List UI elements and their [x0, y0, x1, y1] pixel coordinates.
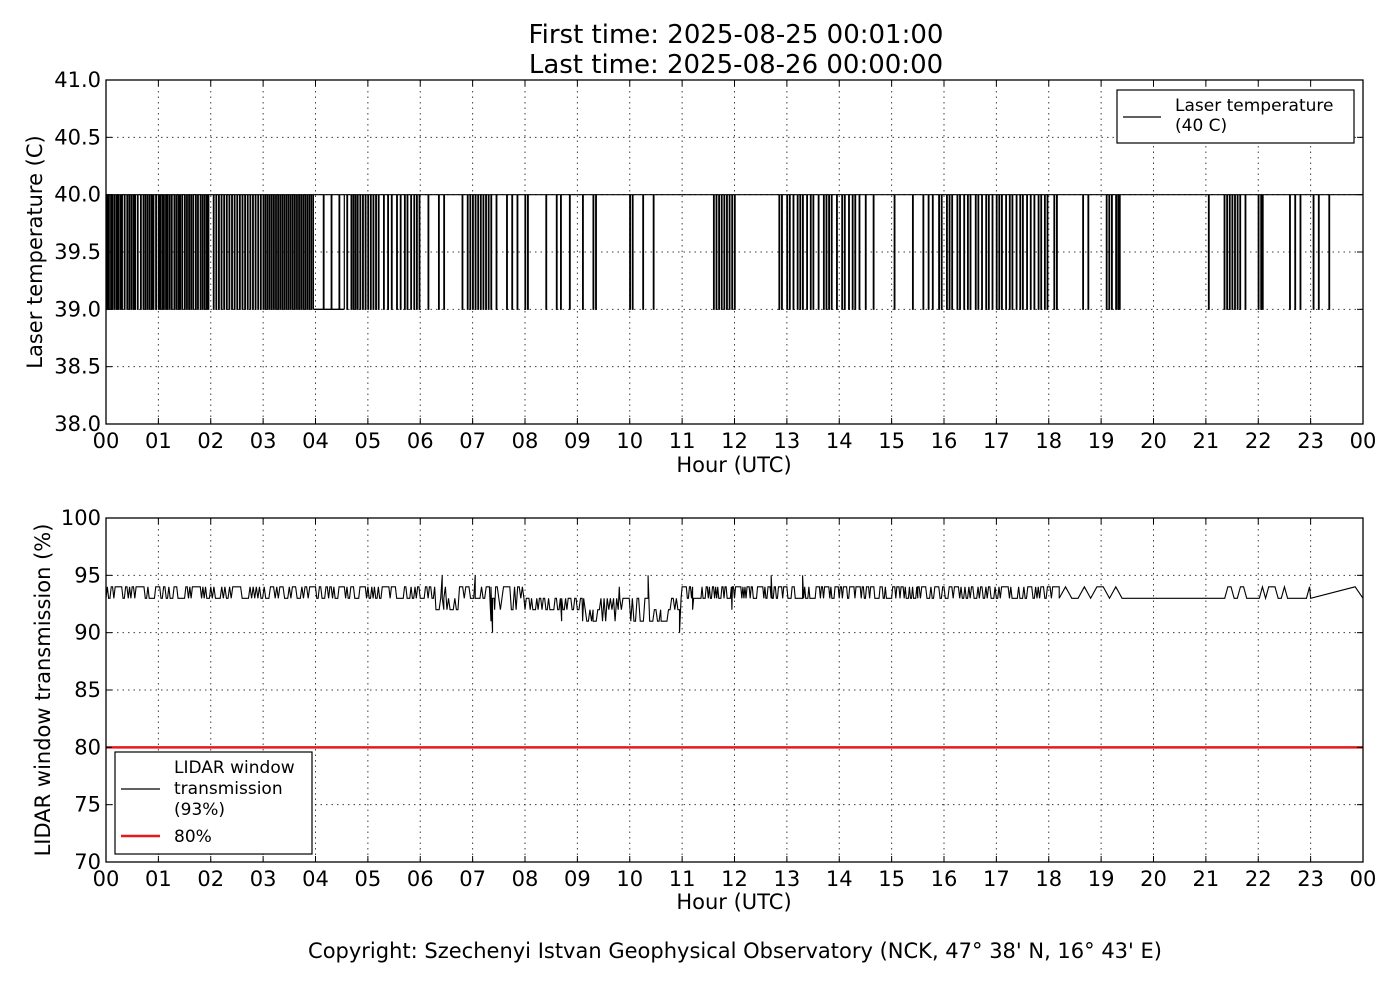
legend-label-line: Laser temperature — [1175, 96, 1333, 116]
laser-temperature-x-tick-label: 10 — [616, 429, 643, 453]
laser-temperature-x-tick-label: 08 — [512, 429, 539, 453]
lidar-transmission-y-tick-label: 90 — [74, 621, 101, 645]
lidar-transmission-y-tick-label: 75 — [74, 793, 101, 817]
laser-temperature-y-tick-label: 41.0 — [54, 68, 101, 92]
lidar-transmission-x-tick-label: 08 — [512, 867, 539, 891]
lidar-transmission-y-tick-label: 85 — [74, 678, 101, 702]
lidar-transmission-x-tick-label: 00 — [93, 867, 120, 891]
laser-temperature-y-tick-label: 40.0 — [54, 183, 101, 207]
lidar-transmission-x-tick-label: 18 — [1035, 867, 1062, 891]
laser-temperature-x-tick-label: 05 — [355, 429, 382, 453]
laser-temperature-x-tick-label: 00 — [1350, 429, 1377, 453]
legend-label-line: (93%) — [174, 800, 225, 820]
lidar-transmission-x-tick-label: 15 — [878, 867, 905, 891]
lidar-transmission-x-tick-label: 17 — [983, 867, 1010, 891]
lidar-transmission-x-tick-label: 05 — [355, 867, 382, 891]
legend-label-line: LIDAR window — [174, 758, 295, 778]
lidar-transmission-x-tick-label: 12 — [721, 867, 748, 891]
laser-temperature-y-tick-label: 39.0 — [54, 297, 101, 321]
laser-temperature-x-tick-label: 19 — [1088, 429, 1115, 453]
laser-temperature-x-tick-label: 22 — [1245, 429, 1272, 453]
laser-temperature-x-tick-label: 01 — [145, 429, 172, 453]
laser-temperature-line — [106, 194, 1363, 310]
lidar-transmission-x-tick-label: 09 — [564, 867, 591, 891]
lidar-transmission-y-tick-label: 95 — [74, 563, 101, 587]
laser-temperature-y-tick-label: 38.0 — [54, 412, 101, 436]
lidar-transmission-x-tick-label: 10 — [616, 867, 643, 891]
lidar-transmission-x-tick-label: 14 — [826, 867, 853, 891]
lidar-transmission-x-tick-label: 01 — [145, 867, 172, 891]
laser-temperature-legend: Laser temperature (40 C) — [1116, 89, 1355, 144]
lidar-transmission-x-tick-label: 20 — [1140, 867, 1167, 891]
laser-temperature-x-tick-label: 11 — [669, 429, 696, 453]
laser-temperature-x-tick-label: 12 — [721, 429, 748, 453]
legend-label-line: (40 C) — [1175, 116, 1227, 136]
copyright-footer: Copyright: Szechenyi Istvan Geophysical … — [308, 939, 1162, 963]
lidar-transmission-x-tick-label: 04 — [302, 867, 329, 891]
lidar-transmission-x-tick-label: 16 — [931, 867, 958, 891]
lidar-transmission-x-tick-label: 00 — [1350, 867, 1377, 891]
laser-temperature-x-axis-label: Hour (UTC) — [676, 453, 791, 477]
lidar-transmission-x-tick-label: 11 — [669, 867, 696, 891]
lidar-transmission-legend: LIDAR window transmission (93%) 80% — [114, 751, 313, 855]
lidar-transmission-x-tick-label: 21 — [1193, 867, 1220, 891]
laser-temperature-y-tick-label: 38.5 — [54, 355, 101, 379]
lidar-transmission-y-tick-label: 100 — [61, 506, 101, 530]
laser-temperature-y-axis-label: Laser temperature (C) — [23, 135, 47, 368]
laser-temperature-series — [106, 194, 1363, 310]
lidar-transmission-x-tick-label: 22 — [1245, 867, 1272, 891]
laser-temperature-legend-label: Laser temperature (40 C) — [1175, 96, 1333, 136]
lidar-transmission-x-tick-label: 23 — [1297, 867, 1324, 891]
laser-temperature-x-tick-label: 06 — [407, 429, 434, 453]
laser-temperature-ticks: 00 01 02 03 04 05 06 07 08 09 10 11 12 13 14 15 16 17 18 19… — [54, 68, 1376, 453]
legend-label-line: transmission — [174, 779, 283, 799]
laser-temperature-x-tick-label: 18 — [1035, 429, 1062, 453]
lidar-transmission-y-tick-label: 70 — [74, 850, 101, 874]
laser-temperature-x-tick-label: 14 — [826, 429, 853, 453]
lidar-transmission-panel: 00 01 02 03 04 05 06 07 08 09 10 11 12 13 14 15 16 17 18 19… — [31, 506, 1376, 914]
laser-temperature-x-tick-label: 21 — [1193, 429, 1220, 453]
laser-temperature-x-tick-label: 09 — [564, 429, 591, 453]
lidar-transmission-x-axis-label: Hour (UTC) — [676, 890, 791, 914]
laser-temperature-x-tick-label: 07 — [459, 429, 486, 453]
lidar-transmission-x-tick-label: 07 — [459, 867, 486, 891]
lidar-transmission-x-tick-label: 06 — [407, 867, 434, 891]
laser-temperature-x-tick-label: 04 — [302, 429, 329, 453]
lidar-transmission-x-tick-label: 03 — [250, 867, 277, 891]
laser-temperature-x-tick-label: 20 — [1140, 429, 1167, 453]
laser-temperature-x-tick-label: 23 — [1297, 429, 1324, 453]
laser-temperature-y-tick-label: 39.5 — [54, 240, 101, 264]
laser-temperature-x-tick-label: 16 — [931, 429, 958, 453]
lidar-transmission-grid — [106, 518, 1363, 862]
laser-temperature-x-tick-label: 13 — [774, 429, 801, 453]
laser-temperature-x-tick-label: 00 — [93, 429, 120, 453]
laser-temperature-panel: 00 01 02 03 04 05 06 07 08 09 10 11 12 13 14 15 16 17 18 19… — [23, 68, 1376, 477]
laser-temperature-x-tick-label: 03 — [250, 429, 277, 453]
laser-temperature-x-tick-label: 15 — [878, 429, 905, 453]
chart-title-last-time: Last time: 2025-08-26 00:00:00 — [529, 50, 943, 80]
lidar-transmission-y-tick-label: 80 — [74, 735, 101, 759]
laser-temperature-y-tick-label: 40.5 — [54, 125, 101, 149]
lidar-transmission-y-axis-label: LIDAR window transmission (%) — [31, 524, 55, 857]
lidar-transmission-ticks: 00 01 02 03 04 05 06 07 08 09 10 11 12 13 14 15 16 17 18 19… — [61, 506, 1376, 891]
lidar-transmission-x-tick-label: 02 — [197, 867, 224, 891]
chart-title-first-time: First time: 2025-08-25 00:01:00 — [529, 20, 944, 50]
lidar-transmission-series — [105, 575, 1364, 749]
lidar-transmission-x-tick-label: 13 — [774, 867, 801, 891]
lidar-transmission-x-tick-label: 19 — [1088, 867, 1115, 891]
lidar-transmission-line — [105, 575, 1364, 633]
laser-temperature-x-tick-label: 17 — [983, 429, 1010, 453]
threshold-80-legend-label: 80% — [174, 827, 212, 847]
lidar-transmission-legend-label: LIDAR window transmission (93%) — [174, 758, 295, 820]
laser-temperature-x-tick-label: 02 — [197, 429, 224, 453]
